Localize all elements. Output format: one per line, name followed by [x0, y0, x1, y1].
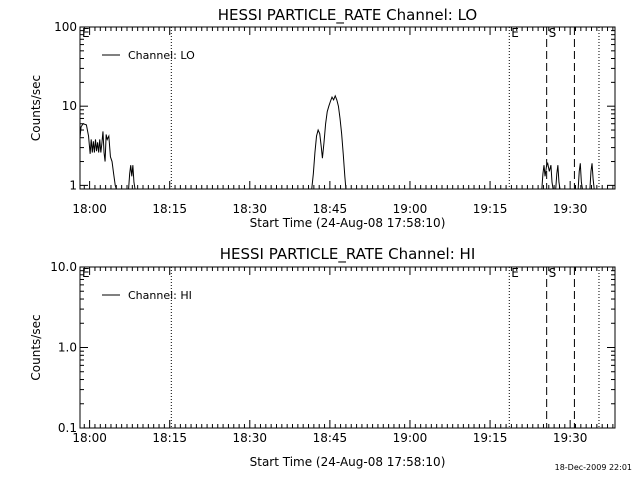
x-tick-label: 19:15: [473, 202, 508, 216]
series-line: [555, 165, 561, 190]
x-tick-label: 19:30: [553, 202, 588, 216]
series-line: [79, 123, 117, 190]
x-tick-label: 18:15: [152, 431, 187, 445]
x-tick-label: 19:30: [553, 431, 588, 445]
x-tick-label: 18:30: [232, 431, 267, 445]
legend-entry: Channel: HI: [128, 289, 192, 302]
y-axis-label: Counts/sec: [29, 314, 43, 380]
corner-label: E: [82, 26, 90, 40]
x-tick-label: 19:00: [393, 202, 428, 216]
plot-frame: [79, 26, 616, 190]
chart-title: HESSI PARTICLE_RATE Channel: LO: [218, 6, 477, 25]
series-line: [311, 94, 347, 190]
y-tick-label: 10: [62, 99, 77, 113]
corner-label: E: [82, 266, 90, 280]
y-axis-label: Counts/sec: [29, 75, 43, 141]
series-line: [589, 163, 595, 190]
x-tick-label: 18:45: [313, 431, 348, 445]
y-tick-label: 1.0: [58, 341, 77, 355]
y-tick-label: 1: [69, 178, 77, 192]
chart-panel-1: HESSI PARTICLE_RATE Channel: LO 18:00 18:1…: [29, 6, 616, 230]
x-tick-label: 18:00: [72, 431, 107, 445]
y-tick-label: 100: [54, 20, 77, 34]
timestamp-footer: 18-Dec-2009 22:01: [554, 463, 632, 472]
series-line: [541, 161, 554, 190]
y-tick-label: 0.1: [58, 421, 77, 435]
series-line: [128, 165, 136, 190]
marker-label: S: [549, 26, 557, 40]
series-line: [577, 163, 583, 190]
marker-label: E: [511, 266, 519, 280]
x-tick-label: 18:30: [232, 202, 267, 216]
marker-label: E: [511, 26, 519, 40]
x-axis-label: Start Time (24-Aug-08 17:58:10): [250, 216, 446, 230]
x-tick-label: 18:45: [313, 202, 348, 216]
x-tick-label: 19:00: [393, 431, 428, 445]
y-tick-label: 10.0: [50, 260, 77, 274]
x-axis-label: Start Time (24-Aug-08 17:58:10): [250, 455, 446, 469]
chart-title: HESSI PARTICLE_RATE Channel: HI: [220, 245, 476, 264]
legend-entry: Channel: LO: [128, 49, 195, 62]
x-tick-label: 19:15: [473, 431, 508, 445]
marker-label: S: [549, 266, 557, 280]
x-tick-label: 18:15: [152, 202, 187, 216]
x-tick-label: 18:00: [72, 202, 107, 216]
chart-panel-2: HESSI PARTICLE_RATE Channel: HI 18:00 18:1…: [29, 245, 616, 469]
